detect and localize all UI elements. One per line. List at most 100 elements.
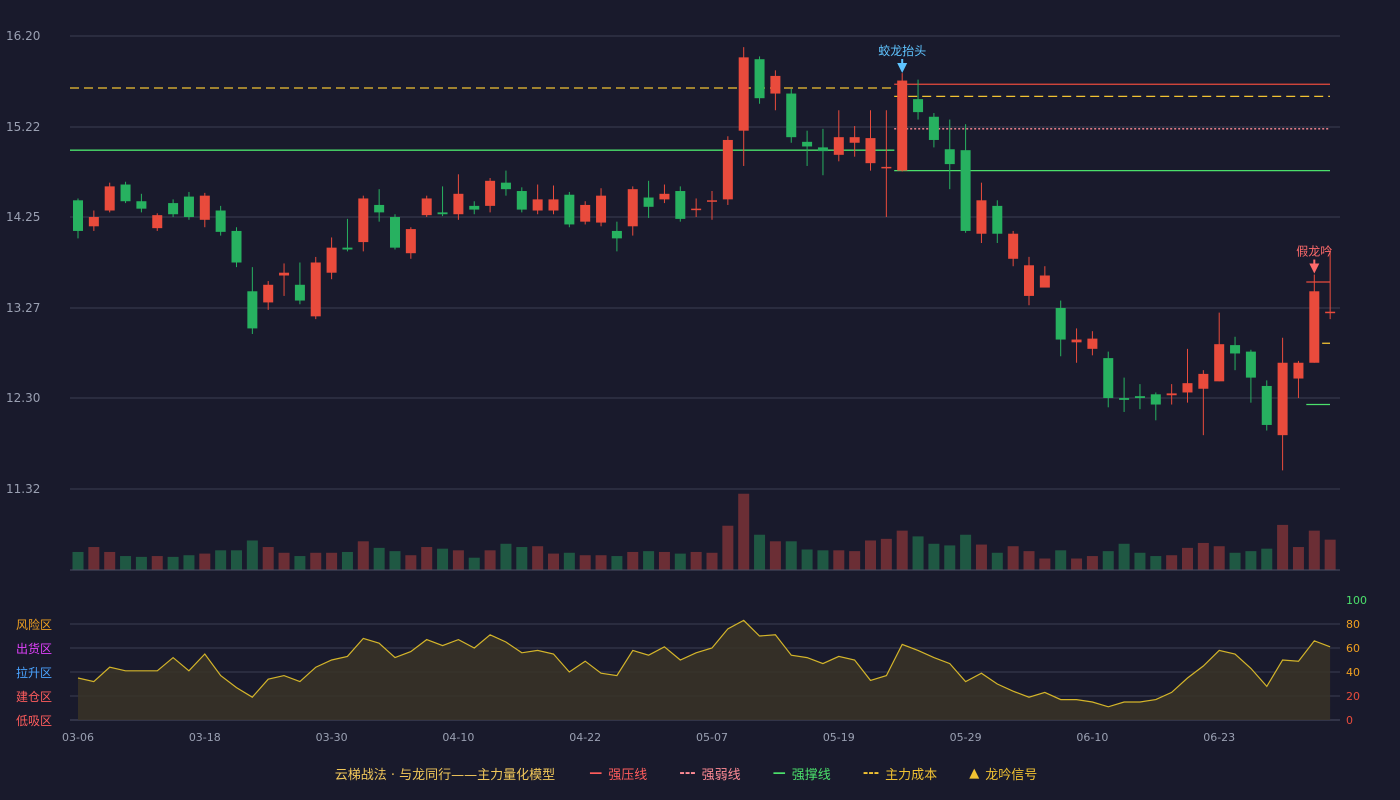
volume-bar <box>1182 547 1193 570</box>
legend-label: 强撑线 <box>791 768 831 783</box>
candle-body <box>1119 398 1130 400</box>
x-tick-label: 06-10 <box>1076 731 1108 744</box>
volume-bar <box>658 551 670 570</box>
volume-bar <box>960 534 972 570</box>
y-tick-label: 15.22 <box>6 120 40 134</box>
volume-bar <box>738 493 750 570</box>
zone-label: 出货区 <box>16 641 52 656</box>
legend-label: 强弱线 <box>701 768 741 783</box>
candle-body <box>1214 344 1225 382</box>
volume-bar <box>1150 556 1162 570</box>
volume-bar <box>1007 546 1019 570</box>
legend-item-strong-support: — 强撑线 <box>773 764 831 783</box>
candle-body <box>992 205 1003 234</box>
legend-mark: ▲ <box>969 766 980 781</box>
candle-body <box>1198 373 1209 389</box>
volume-bar <box>341 551 353 570</box>
candle-body <box>1008 233 1019 259</box>
candle-body <box>1166 393 1177 396</box>
candle-body <box>675 191 686 219</box>
volume-bar <box>1308 530 1320 570</box>
x-tick-label: 03-18 <box>189 731 221 744</box>
candle-body <box>722 139 733 200</box>
candle-body <box>1245 351 1256 378</box>
legend-label: 龙吟信号 <box>985 768 1038 783</box>
x-tick-label: 04-22 <box>569 731 601 744</box>
candle-body <box>596 195 607 223</box>
candle-body <box>928 116 939 140</box>
candle-body <box>183 196 194 218</box>
candle-body <box>627 189 638 227</box>
volume-bar <box>1055 550 1067 570</box>
candle-body <box>358 198 369 243</box>
volume-bar <box>72 551 84 570</box>
volume-bar <box>817 550 829 570</box>
candle-body <box>516 191 527 210</box>
candle-body <box>215 210 226 232</box>
volume-bar <box>769 541 781 570</box>
oscillator-panel <box>70 619 1340 721</box>
y-tick-label: 14.25 <box>6 210 40 224</box>
candle-body <box>1261 385 1272 425</box>
candle-body <box>1103 358 1114 399</box>
candle-body <box>548 199 559 211</box>
legend-item-main-cost: --- 主力成本 <box>863 764 937 783</box>
candle-body <box>611 230 622 239</box>
candle-body <box>374 204 385 213</box>
candle-body <box>817 147 828 152</box>
candle-body <box>707 200 717 202</box>
candle-body <box>342 247 353 250</box>
volume-bar <box>548 553 559 570</box>
volume-bar <box>833 550 845 570</box>
candles <box>73 47 1336 471</box>
candle-body <box>691 208 702 211</box>
x-tick-label: 05-29 <box>950 731 982 744</box>
zone-label: 建仓区 <box>16 690 52 704</box>
candle-body <box>168 203 179 215</box>
candle-body <box>1277 362 1288 436</box>
candle-body <box>247 291 258 329</box>
candle-body <box>152 215 163 229</box>
volume-bar <box>310 552 322 570</box>
volume-bar <box>1213 546 1225 570</box>
volume-bar <box>1134 552 1146 570</box>
volume-bar <box>215 550 227 570</box>
volume-bar <box>1166 555 1178 570</box>
volume-bar <box>1261 548 1273 570</box>
volume-bar <box>1071 558 1083 570</box>
signal-label: 蛟龙抬头 <box>878 43 926 58</box>
candle-body <box>437 212 448 215</box>
x-tick-label: 03-30 <box>316 731 348 744</box>
oscillator-area <box>78 620 1331 720</box>
x-tick-label: 05-07 <box>696 731 728 744</box>
candle-body <box>580 204 591 222</box>
candle-body <box>1087 338 1098 349</box>
volume-bar <box>532 546 544 570</box>
zone-label: 风险区 <box>16 617 52 632</box>
volume-bar <box>88 547 100 570</box>
candle-body <box>421 198 432 216</box>
volume-bar <box>357 541 369 570</box>
legend-label: 强压线 <box>608 768 648 783</box>
candle-body <box>1309 291 1320 363</box>
candle-body <box>500 182 511 190</box>
candle-body <box>913 99 924 113</box>
candle-body <box>532 199 543 211</box>
candle-body <box>770 75 781 94</box>
candle-body <box>802 141 813 147</box>
volume-bar <box>674 553 686 570</box>
legend-item-strong-resistance: — 强压线 <box>589 764 647 783</box>
osc-tick-label: 100 <box>1346 594 1367 607</box>
volume-bar <box>690 551 702 570</box>
volume-bar <box>706 552 718 570</box>
candle-body <box>881 166 892 169</box>
candle-body <box>231 230 242 263</box>
candle-body <box>849 137 860 143</box>
volume-bar <box>1102 551 1114 570</box>
candle-body <box>485 180 496 206</box>
volume-bar <box>627 551 639 570</box>
volume-bar <box>1292 547 1304 570</box>
candle-body <box>390 217 400 248</box>
candle-body <box>738 57 749 131</box>
candle-body <box>1024 265 1034 296</box>
